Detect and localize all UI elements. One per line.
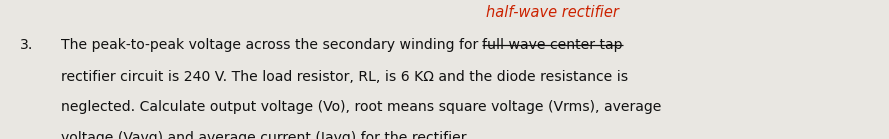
Text: 3.: 3.	[20, 38, 33, 52]
Text: half-wave rectifier: half-wave rectifier	[485, 5, 619, 20]
Text: voltage (Vavg) and average current (Iavg) for the rectifier.: voltage (Vavg) and average current (Iavg…	[60, 131, 469, 139]
Text: neglected. Calculate output voltage (Vo), root means square voltage (Vrms), aver: neglected. Calculate output voltage (Vo)…	[60, 100, 661, 114]
Text: full wave center tap: full wave center tap	[482, 38, 622, 52]
Text: The peak-to-peak voltage across the secondary winding for: The peak-to-peak voltage across the seco…	[60, 38, 482, 52]
Text: rectifier circuit is 240 V. The load resistor, RL, is 6 KΩ and the diode resista: rectifier circuit is 240 V. The load res…	[60, 70, 627, 84]
